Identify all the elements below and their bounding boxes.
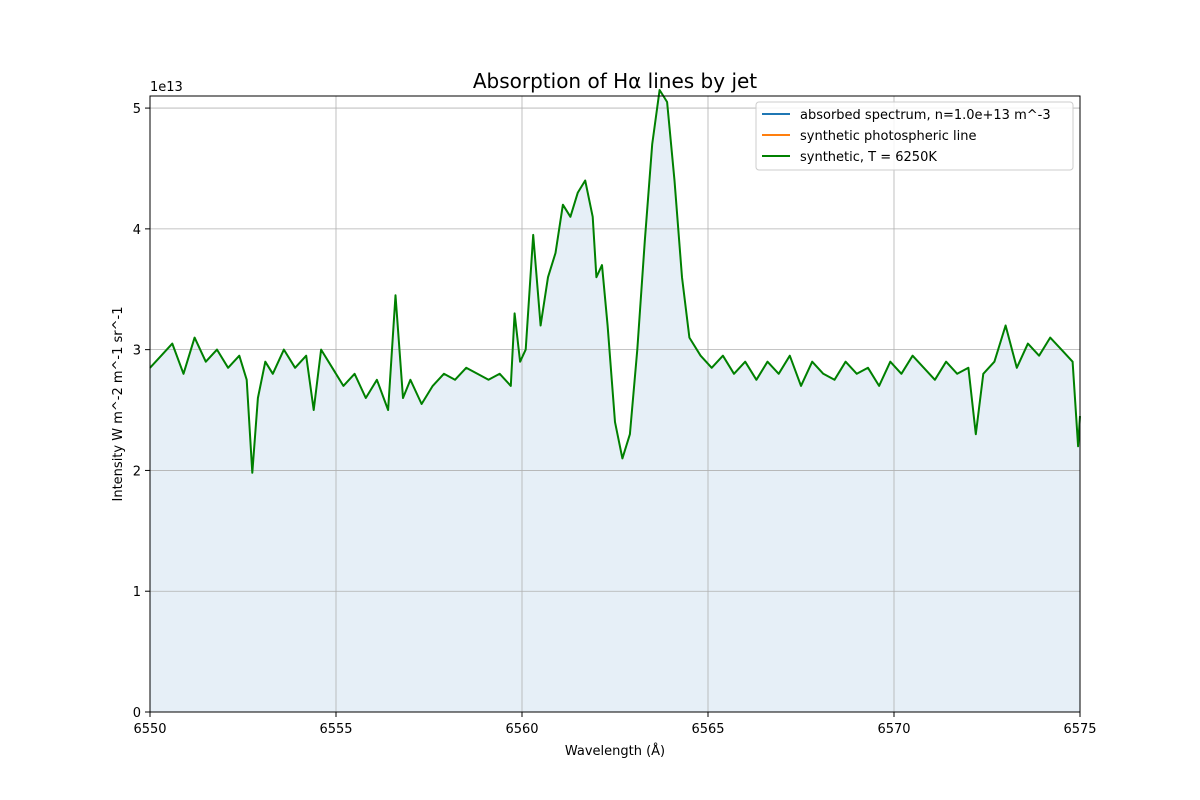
y-tick-label: 0	[133, 706, 141, 721]
y-tick-label: 4	[133, 223, 141, 238]
y-tick-label: 3	[133, 344, 141, 359]
x-axis-title: Wavelength (Å)	[565, 743, 665, 759]
series-line-synthetic	[149, 89, 1081, 474]
plot-area	[149, 89, 1081, 713]
y-tick-label: 5	[133, 102, 141, 117]
y-tick-label: 1	[133, 585, 141, 600]
x-tick-label: 6575	[1063, 722, 1096, 737]
x-tick-label: 6555	[319, 722, 352, 737]
chart-title: Absorption of Hα lines by jet	[473, 69, 757, 93]
legend-label: synthetic photospheric line	[800, 129, 976, 144]
x-tick-label: 6550	[133, 722, 166, 737]
fill-under-curve	[150, 96, 1080, 712]
legend-label: synthetic, T = 6250K	[800, 150, 937, 165]
y-offset-label: 1e13	[150, 80, 183, 95]
legend-label: absorbed spectrum, n=1.0e+13 m^-3	[800, 108, 1051, 123]
y-tick-label: 2	[133, 464, 141, 479]
plot-frame	[149, 95, 1081, 713]
y-axis-title: Intensity W m^-2 m^-1 sr^-1	[111, 307, 126, 502]
legend-box	[755, 101, 1074, 171]
x-tick-label: 6565	[691, 722, 724, 737]
x-tick-label: 6560	[505, 722, 538, 737]
legend: absorbed spectrum, n=1.0e+13 m^-3 synthe…	[755, 101, 1074, 171]
x-axis: 6550 6555 6560 6565 6570 6575	[133, 712, 1097, 737]
x-tick-label: 6570	[877, 722, 910, 737]
y-axis: 0 1 2 3 4 5	[133, 102, 150, 721]
